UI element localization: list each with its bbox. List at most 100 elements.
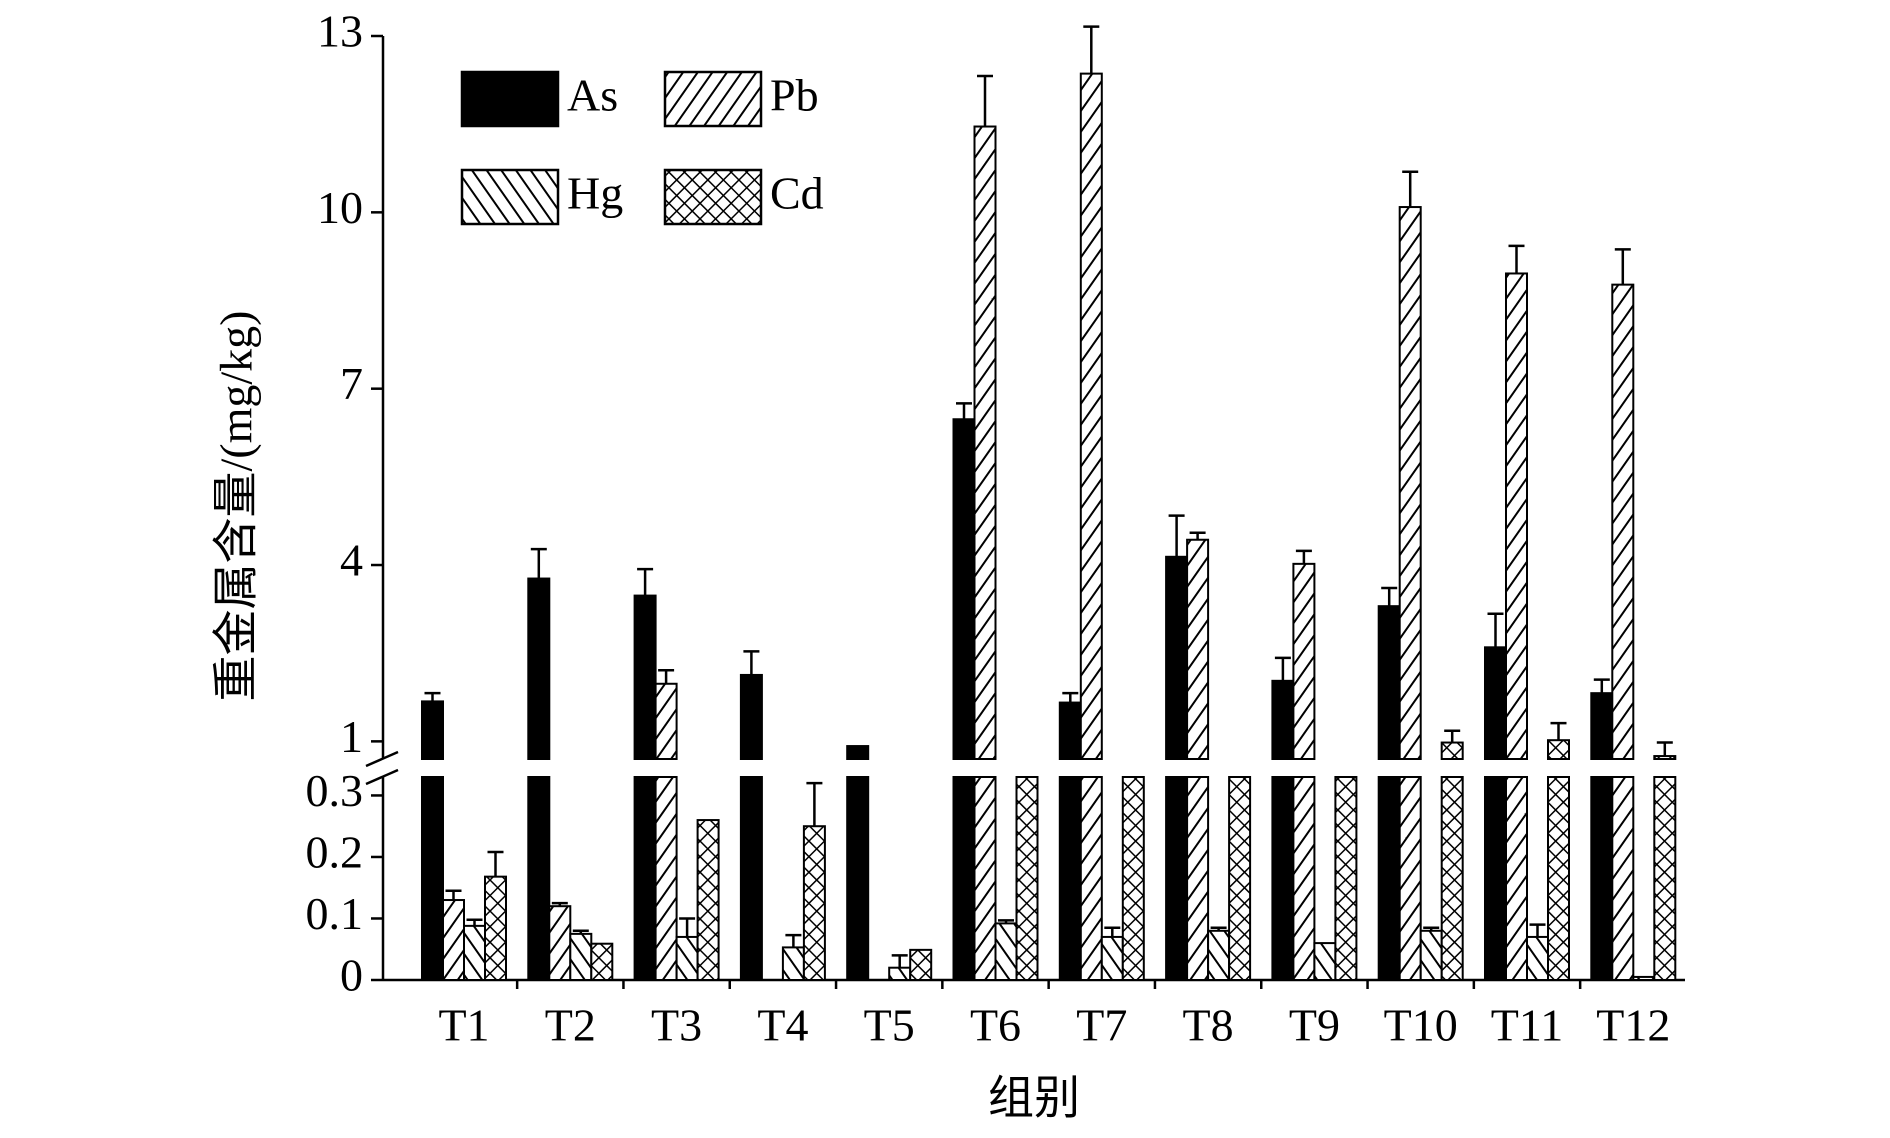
- x-tick-label: T11: [1491, 1000, 1563, 1051]
- error-bar: [1168, 514, 1185, 557]
- bar: [952, 776, 976, 981]
- error-bar: [1487, 612, 1504, 648]
- bar: [1547, 739, 1570, 761]
- bar: [1440, 776, 1464, 981]
- error-bar: [679, 917, 696, 937]
- bar: [802, 825, 826, 981]
- x-tick-label: T3: [651, 1000, 702, 1051]
- error-bar: [530, 547, 547, 579]
- bar: [1015, 776, 1039, 981]
- bar: [1398, 776, 1422, 981]
- bar: [888, 966, 912, 981]
- bar: [1611, 776, 1635, 981]
- bar: [994, 922, 1018, 982]
- x-tick-label: T9: [1289, 1000, 1340, 1051]
- bar: [1653, 776, 1677, 981]
- y-tick-label: 4: [340, 535, 363, 586]
- error-bar: [806, 781, 823, 827]
- bar: [1377, 776, 1401, 981]
- bar: [739, 673, 763, 761]
- bar: [1058, 701, 1082, 761]
- legend-label: As: [567, 70, 618, 121]
- error-bar: [572, 929, 589, 934]
- error-bar: [424, 691, 441, 702]
- bar: [463, 924, 486, 981]
- error-bar: [1444, 729, 1461, 743]
- y-axis-title: 重金属含量/(mg/kg): [211, 311, 262, 702]
- bar: [527, 577, 551, 760]
- bar: [1165, 555, 1189, 760]
- legend-label: Cd: [770, 168, 824, 219]
- bar: [1186, 776, 1210, 981]
- error-bar: [1274, 656, 1291, 681]
- legend-swatch: [460, 70, 560, 128]
- legend-label: Pb: [770, 70, 819, 121]
- bar: [1653, 755, 1677, 760]
- bar: [1292, 776, 1316, 981]
- bar: [1484, 646, 1507, 761]
- bar: [1271, 679, 1295, 761]
- bar: [633, 776, 657, 981]
- error-bar: [1614, 248, 1631, 285]
- x-tick-label: T1: [438, 1000, 489, 1051]
- bar: [1484, 776, 1507, 981]
- y-tick-label: 10: [317, 182, 363, 233]
- bar: [1632, 975, 1656, 982]
- bar: [1186, 538, 1210, 760]
- bar: [1165, 776, 1189, 981]
- x-tick-label: T5: [864, 1000, 915, 1051]
- bar: [781, 946, 805, 982]
- bar: [1398, 206, 1422, 761]
- y-tick-label: 0.3: [306, 765, 364, 816]
- bar: [1611, 283, 1635, 760]
- error-bar: [487, 850, 504, 877]
- legend-label: Hg: [567, 168, 623, 219]
- axis-break: [365, 768, 399, 786]
- error-bar: [785, 933, 802, 948]
- bar: [548, 905, 572, 982]
- bar: [952, 418, 976, 760]
- error-bar: [1508, 244, 1525, 274]
- error-bar: [1381, 586, 1398, 607]
- bar: [654, 776, 678, 981]
- bar: [654, 682, 678, 761]
- x-tick-label: T8: [1183, 1000, 1234, 1051]
- y-tick-label: 13: [317, 6, 363, 57]
- error-bar: [466, 918, 483, 926]
- bar: [1419, 929, 1443, 982]
- error-bar: [658, 668, 675, 684]
- bar: [846, 776, 870, 981]
- bar: [633, 594, 657, 761]
- error-bar: [1104, 926, 1121, 937]
- bar: [739, 776, 763, 981]
- x-tick-label: T2: [545, 1000, 596, 1051]
- error-bar: [1550, 721, 1567, 741]
- bar: [1079, 776, 1103, 981]
- bar: [1313, 942, 1337, 981]
- error-bar: [1529, 923, 1546, 937]
- bar: [1590, 692, 1614, 760]
- bar: [1505, 272, 1528, 760]
- error-bar: [1295, 549, 1312, 564]
- x-tick-label: T10: [1384, 1000, 1458, 1051]
- error-bar: [998, 919, 1014, 924]
- bar: [1079, 72, 1103, 761]
- error-bar: [1656, 741, 1673, 757]
- y-tick-label: 0: [340, 950, 363, 1001]
- error-bar: [977, 74, 993, 127]
- axis-break: [365, 750, 399, 768]
- error-bar: [1189, 531, 1206, 540]
- bar: [484, 875, 507, 981]
- x-tick-label: T6: [970, 1000, 1021, 1051]
- bar: [1058, 776, 1082, 981]
- error-bar: [956, 402, 972, 420]
- bar: [696, 819, 720, 981]
- x-tick-label: T7: [1076, 1000, 1127, 1051]
- legend-swatch: [663, 168, 763, 226]
- error-bar: [1083, 25, 1100, 74]
- bar: [442, 899, 465, 981]
- error-bar: [1593, 678, 1610, 694]
- bar: [1440, 741, 1464, 760]
- bar: [973, 125, 997, 760]
